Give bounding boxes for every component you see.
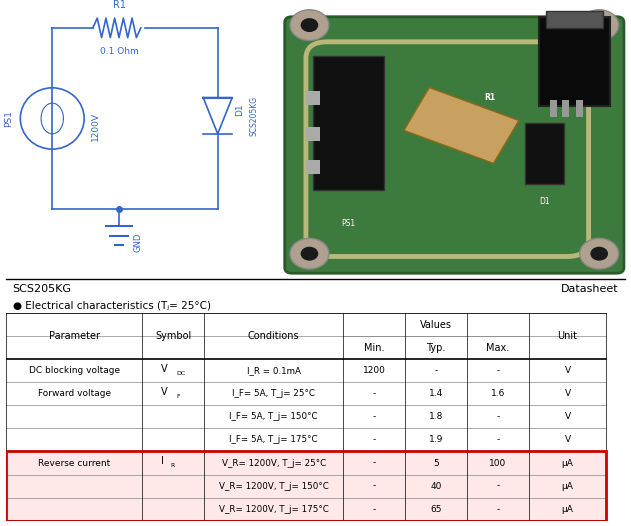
Text: I_F= 5A, T_j= 175°C: I_F= 5A, T_j= 175°C <box>230 436 318 444</box>
Text: -: - <box>497 505 500 514</box>
Text: PS1: PS1 <box>4 110 13 127</box>
Text: -: - <box>497 482 500 491</box>
Text: V: V <box>161 387 167 397</box>
Text: 1.4: 1.4 <box>429 389 443 398</box>
Text: -: - <box>373 389 376 398</box>
Text: DC blocking voltage: DC blocking voltage <box>29 366 120 375</box>
FancyBboxPatch shape <box>313 56 384 189</box>
Text: -: - <box>497 412 500 421</box>
Text: V_R= 1200V, T_j= 25°C: V_R= 1200V, T_j= 25°C <box>221 459 326 468</box>
Text: SCS205KG: SCS205KG <box>13 284 72 294</box>
Circle shape <box>290 10 329 41</box>
Circle shape <box>580 10 618 41</box>
Text: μA: μA <box>562 482 574 491</box>
Text: Values: Values <box>420 319 452 329</box>
Text: -: - <box>435 366 438 375</box>
Text: D1: D1 <box>539 197 550 206</box>
Bar <box>306 160 320 174</box>
Text: I_F= 5A, T_j= 25°C: I_F= 5A, T_j= 25°C <box>232 389 316 398</box>
Text: 1200: 1200 <box>363 366 386 375</box>
Text: 1.8: 1.8 <box>429 412 443 421</box>
Text: D1: D1 <box>235 104 244 116</box>
Text: Reverse current: Reverse current <box>38 459 110 468</box>
FancyBboxPatch shape <box>539 17 610 106</box>
Text: Unit: Unit <box>558 331 577 341</box>
Text: μA: μA <box>562 459 574 468</box>
Text: V_R= 1200V, T_j= 150°C: V_R= 1200V, T_j= 150°C <box>219 482 329 491</box>
Text: V: V <box>564 436 570 444</box>
Polygon shape <box>404 87 519 164</box>
Text: 1200V: 1200V <box>91 113 100 141</box>
Text: Forward voltage: Forward voltage <box>38 389 111 398</box>
Text: Min.: Min. <box>364 342 384 352</box>
Text: 5: 5 <box>433 459 439 468</box>
Text: Parameter: Parameter <box>49 331 100 341</box>
Text: μA: μA <box>562 505 574 514</box>
FancyBboxPatch shape <box>525 123 564 184</box>
Text: -: - <box>497 366 500 375</box>
Text: SCS205KG: SCS205KG <box>250 96 259 136</box>
Text: I: I <box>161 457 164 467</box>
Circle shape <box>290 238 329 269</box>
Text: -: - <box>373 482 376 491</box>
Text: V: V <box>564 366 570 375</box>
Bar <box>6 451 606 474</box>
FancyBboxPatch shape <box>546 11 603 28</box>
Bar <box>306 127 320 141</box>
Bar <box>6 451 606 521</box>
Text: 40: 40 <box>430 482 442 491</box>
Circle shape <box>591 18 608 32</box>
Bar <box>550 100 557 117</box>
Text: Conditions: Conditions <box>248 331 300 341</box>
Text: -: - <box>497 436 500 444</box>
Bar <box>6 474 606 498</box>
Text: I_F= 5A, T_j= 150°C: I_F= 5A, T_j= 150°C <box>230 412 318 421</box>
Text: 65: 65 <box>430 505 442 514</box>
Text: R1: R1 <box>484 93 495 103</box>
Text: -: - <box>373 436 376 444</box>
Text: Symbol: Symbol <box>155 331 191 341</box>
Circle shape <box>300 18 318 32</box>
Text: 0.1 Ohm: 0.1 Ohm <box>100 47 138 56</box>
FancyBboxPatch shape <box>285 17 624 273</box>
Text: ● Electrical characteristics (Tⱼ= 25°C): ● Electrical characteristics (Tⱼ= 25°C) <box>13 300 211 310</box>
Text: GND: GND <box>134 233 143 252</box>
Text: 1.9: 1.9 <box>429 436 443 444</box>
Text: V: V <box>161 364 167 374</box>
Text: F: F <box>177 394 180 399</box>
Circle shape <box>580 238 618 269</box>
Circle shape <box>591 247 608 261</box>
Text: V_R= 1200V, T_j= 175°C: V_R= 1200V, T_j= 175°C <box>219 505 329 514</box>
Text: -: - <box>373 505 376 514</box>
Text: 100: 100 <box>489 459 507 468</box>
Text: R: R <box>170 463 174 468</box>
Text: Datasheet: Datasheet <box>561 284 618 294</box>
Text: I_R = 0.1mA: I_R = 0.1mA <box>247 366 301 375</box>
Text: -: - <box>373 459 376 468</box>
Text: PS1: PS1 <box>341 218 355 228</box>
Bar <box>562 100 569 117</box>
Text: Max.: Max. <box>487 342 510 352</box>
Text: V: V <box>564 412 570 421</box>
Text: R1: R1 <box>112 0 126 10</box>
Text: DC: DC <box>177 371 186 376</box>
Bar <box>306 90 320 105</box>
Text: Typ.: Typ. <box>427 342 445 352</box>
Circle shape <box>300 247 318 261</box>
Bar <box>6 498 606 521</box>
Text: -: - <box>373 412 376 421</box>
Text: V: V <box>564 389 570 398</box>
Text: 1.6: 1.6 <box>491 389 505 398</box>
Bar <box>576 100 583 117</box>
